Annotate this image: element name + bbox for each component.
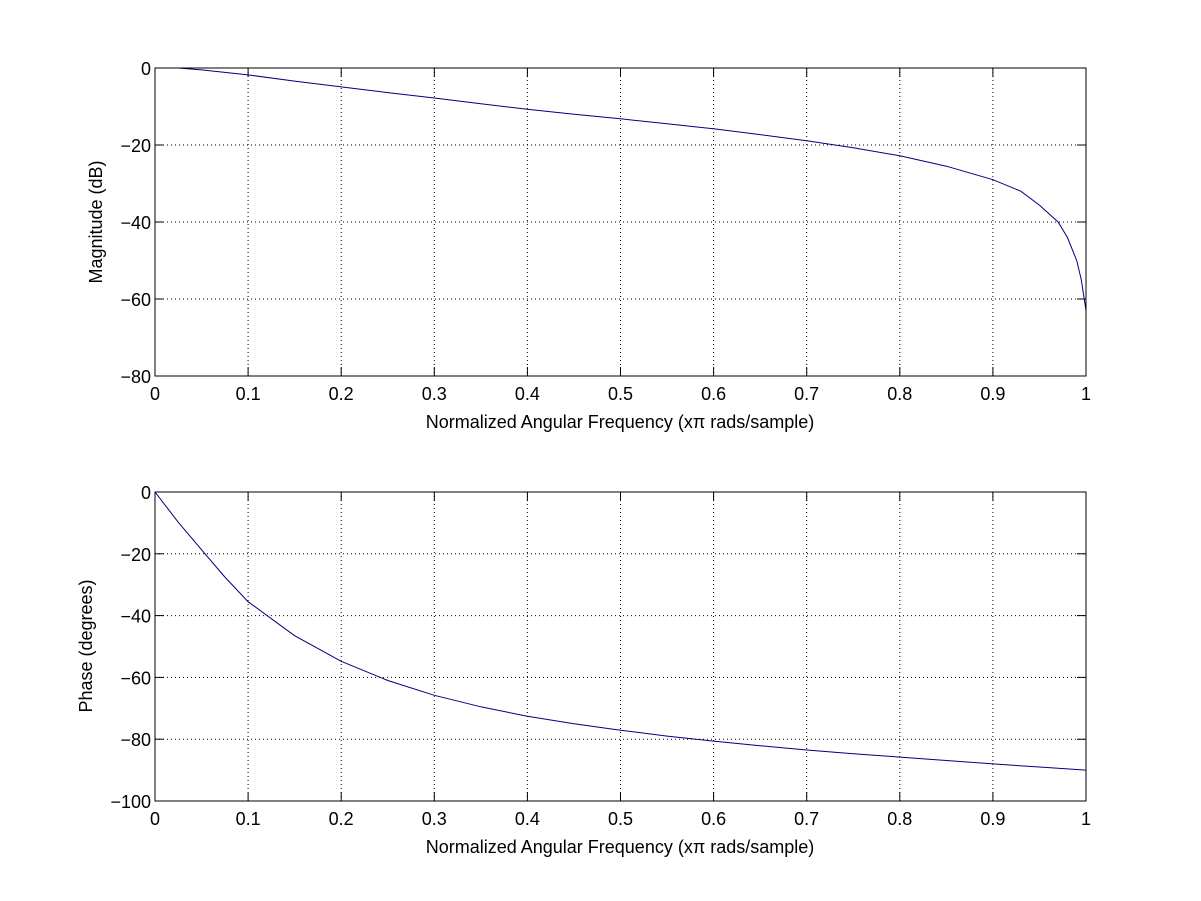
x-tick-label: 1 [1081,384,1091,404]
x-tick-label: 0.5 [608,384,633,404]
phase-tick-labels: 0 0.1 0.2 0.3 0.4 0.5 0.6 0.7 0.8 0.9 1 −100 −80 −60 −… [110,483,1091,829]
y-tick-label: −80 [120,367,151,387]
magnitude-xlabel: Normalized Angular Frequency (xπ rads/sa… [426,412,815,432]
magnitude-ylabel: Magnitude (dB) [86,160,106,283]
x-tick-label: 0.2 [329,384,354,404]
magnitude-axes-box [154,67,1087,377]
x-tick-label: 0.4 [515,809,540,829]
y-tick-label: 0 [141,483,151,503]
x-tick-label: 0.5 [608,809,633,829]
x-tick-label: 0.1 [236,384,261,404]
y-tick-label: −40 [120,213,151,233]
phase-xlabel: Normalized Angular Frequency (xπ rads/sa… [426,837,815,857]
x-tick-label: 0.9 [980,809,1005,829]
y-tick-label: −60 [120,668,151,688]
x-tick-label: 0 [150,809,160,829]
x-tick-label: 1 [1081,809,1091,829]
magnitude-plot-area [155,68,1086,376]
phase-plot-area [155,492,1086,801]
x-tick-label: 0.9 [980,384,1005,404]
y-tick-label: −80 [120,730,151,750]
phase-ylabel: Phase (degrees) [76,579,96,712]
y-tick-label: −100 [110,792,151,812]
phase-curve [154,491,1087,771]
x-tick-label: 0.8 [887,809,912,829]
magnitude-grid [155,68,1086,376]
phase-plot: 0 0.1 0.2 0.3 0.4 0.5 0.6 0.7 0.8 0.9 1 −100 −80 −60 −… [76,483,1091,857]
x-tick-label: 0.7 [794,384,819,404]
x-tick-label: 0.8 [887,384,912,404]
y-tick-label: −20 [120,545,151,565]
x-tick-label: 0.3 [422,384,447,404]
phase-axes-box [154,491,1087,802]
x-tick-label: 0 [150,384,160,404]
x-tick-label: 0.7 [794,809,819,829]
x-tick-label: 0.6 [701,809,726,829]
magnitude-curve [178,67,1087,311]
x-tick-label: 0.1 [236,809,261,829]
y-tick-label: −40 [120,607,151,627]
magnitude-tick-labels: 0 0.1 0.2 0.3 0.4 0.5 0.6 0.7 0.8 0.9 1 −80 −60 −40 −2… [120,59,1091,404]
y-tick-label: −20 [120,136,151,156]
x-tick-label: 0.3 [422,809,447,829]
x-tick-label: 0.2 [329,809,354,829]
y-tick-label: −60 [120,290,151,310]
x-tick-label: 0.6 [701,384,726,404]
y-tick-label: 0 [141,59,151,79]
magnitude-plot: 0 0.1 0.2 0.3 0.4 0.5 0.6 0.7 0.8 0.9 1 −80 −60 −40 −2… [86,59,1091,432]
x-tick-label: 0.4 [515,384,540,404]
